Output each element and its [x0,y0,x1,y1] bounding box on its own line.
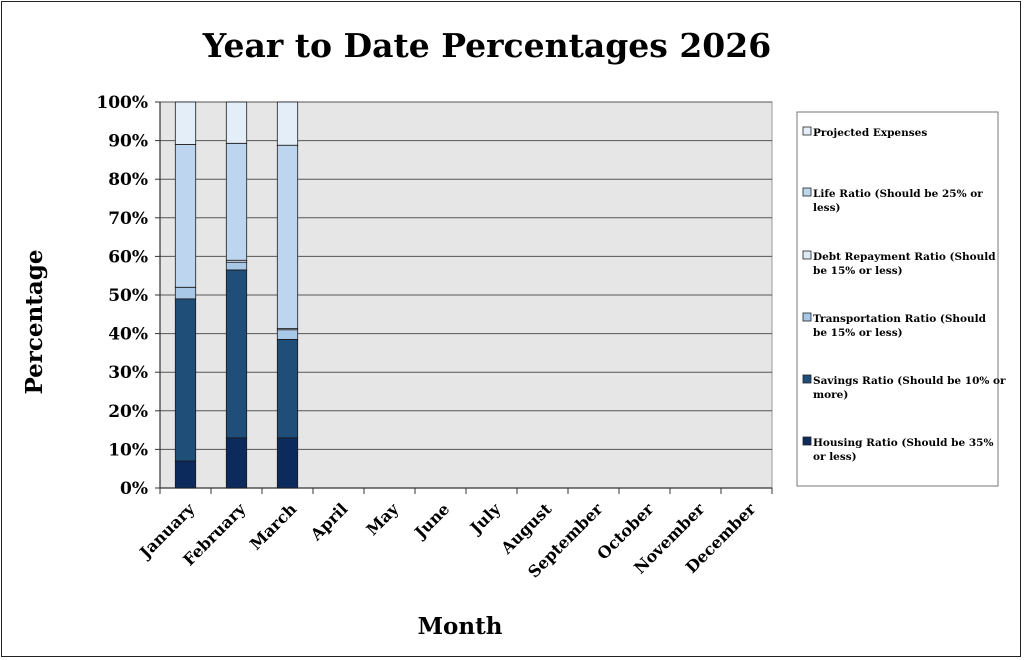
legend-entry: Projected Expenses [813,127,927,139]
bar-segment [225,269,248,439]
bar-segment [225,261,248,271]
bar-segment [174,298,197,462]
legend: Projected Expenses Life Ratio (Should be … [796,111,1006,487]
legend-entry: Housing Ratio (Should be 35% or less) [813,437,993,463]
x-axis-title: Month [418,613,503,640]
y-tick-label: 100% [96,93,148,113]
bar-segment [174,460,197,489]
legend-entry: Life Ratio (Should be 25% or less) [813,188,983,214]
y-tick-label: 90% [108,132,148,152]
x-tick-label: April [306,499,351,544]
bar-segment [174,144,197,288]
bar-segment [174,286,197,300]
legend-swatch [802,436,812,446]
y-tick-label: 40% [108,325,148,345]
legend-entry: Transportation Ratio (Should be 15% or le… [813,313,987,339]
legend-swatch [802,250,812,260]
y-tick-label: 10% [108,440,148,460]
x-tick-label: June [409,499,453,543]
bar-segment [276,144,299,329]
x-tick-label: July [465,499,505,539]
bar-segment [225,437,248,489]
x-tick-label: May [362,499,402,539]
legend-swatch [802,187,812,197]
bar-segment [276,338,299,439]
y-axis-title: Percentage [21,249,48,394]
y-tick-label: 0% [120,479,148,499]
bar-segment [174,101,197,145]
legend-swatch [802,126,812,136]
y-tick-label: 80% [108,170,148,190]
bar-segment [276,101,299,146]
chart-title: Year to Date Percentages 2026 [202,26,771,65]
bar-segment [276,437,299,489]
plot-area: 0%10%20%30%40%50%60%70%80%90%100%January… [96,93,773,582]
legend-swatch [802,374,812,384]
y-tick-label: 70% [108,209,148,229]
legend-entry: Savings Ratio (Should be 10% or more) [813,375,1006,401]
y-tick-label: 50% [108,286,148,306]
bar-segment [276,329,299,340]
legend-swatch [802,312,812,322]
x-tick-label: March [246,499,301,554]
bar-segment [225,142,248,261]
y-tick-label: 60% [108,247,148,267]
legend-entry: Debt Repayment Ratio (Should be 15% or le… [813,251,996,277]
legend-box [796,111,999,487]
y-tick-label: 20% [108,402,148,422]
y-tick-label: 30% [108,363,148,383]
bar-segment [225,101,248,144]
